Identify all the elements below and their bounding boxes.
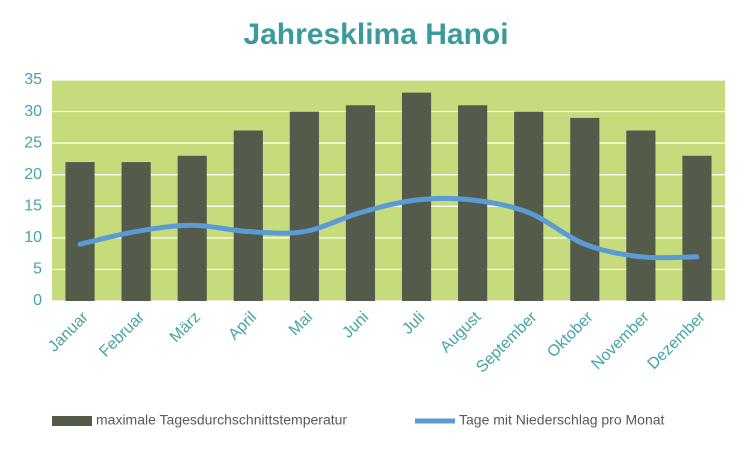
legend-label: maximale Tagesdurchschnittstemperatur	[96, 412, 347, 428]
bar	[682, 155, 712, 301]
y-tick-label: 10	[24, 229, 42, 246]
bar	[626, 130, 656, 301]
bar	[570, 117, 600, 301]
y-tick-label: 15	[24, 198, 42, 215]
plot-area	[52, 80, 725, 301]
bar	[345, 105, 376, 301]
bar	[233, 130, 263, 301]
bar	[289, 111, 319, 301]
y-tick-label: 20	[24, 166, 42, 183]
chart-title: Jahresklima Hanoi	[243, 18, 508, 51]
y-tick-label: 35	[24, 71, 42, 88]
y-tick-label: 0	[33, 292, 42, 309]
legend-label: Tage mit Niederschlag pro Monat	[459, 412, 665, 428]
legend-swatch	[52, 416, 92, 426]
bar	[514, 111, 544, 301]
bar	[177, 155, 207, 301]
y-tick-label: 30	[24, 103, 42, 120]
y-tick-label: 5	[33, 261, 42, 278]
y-tick-label: 25	[24, 134, 42, 151]
line	[77, 195, 700, 261]
bar	[65, 162, 95, 301]
